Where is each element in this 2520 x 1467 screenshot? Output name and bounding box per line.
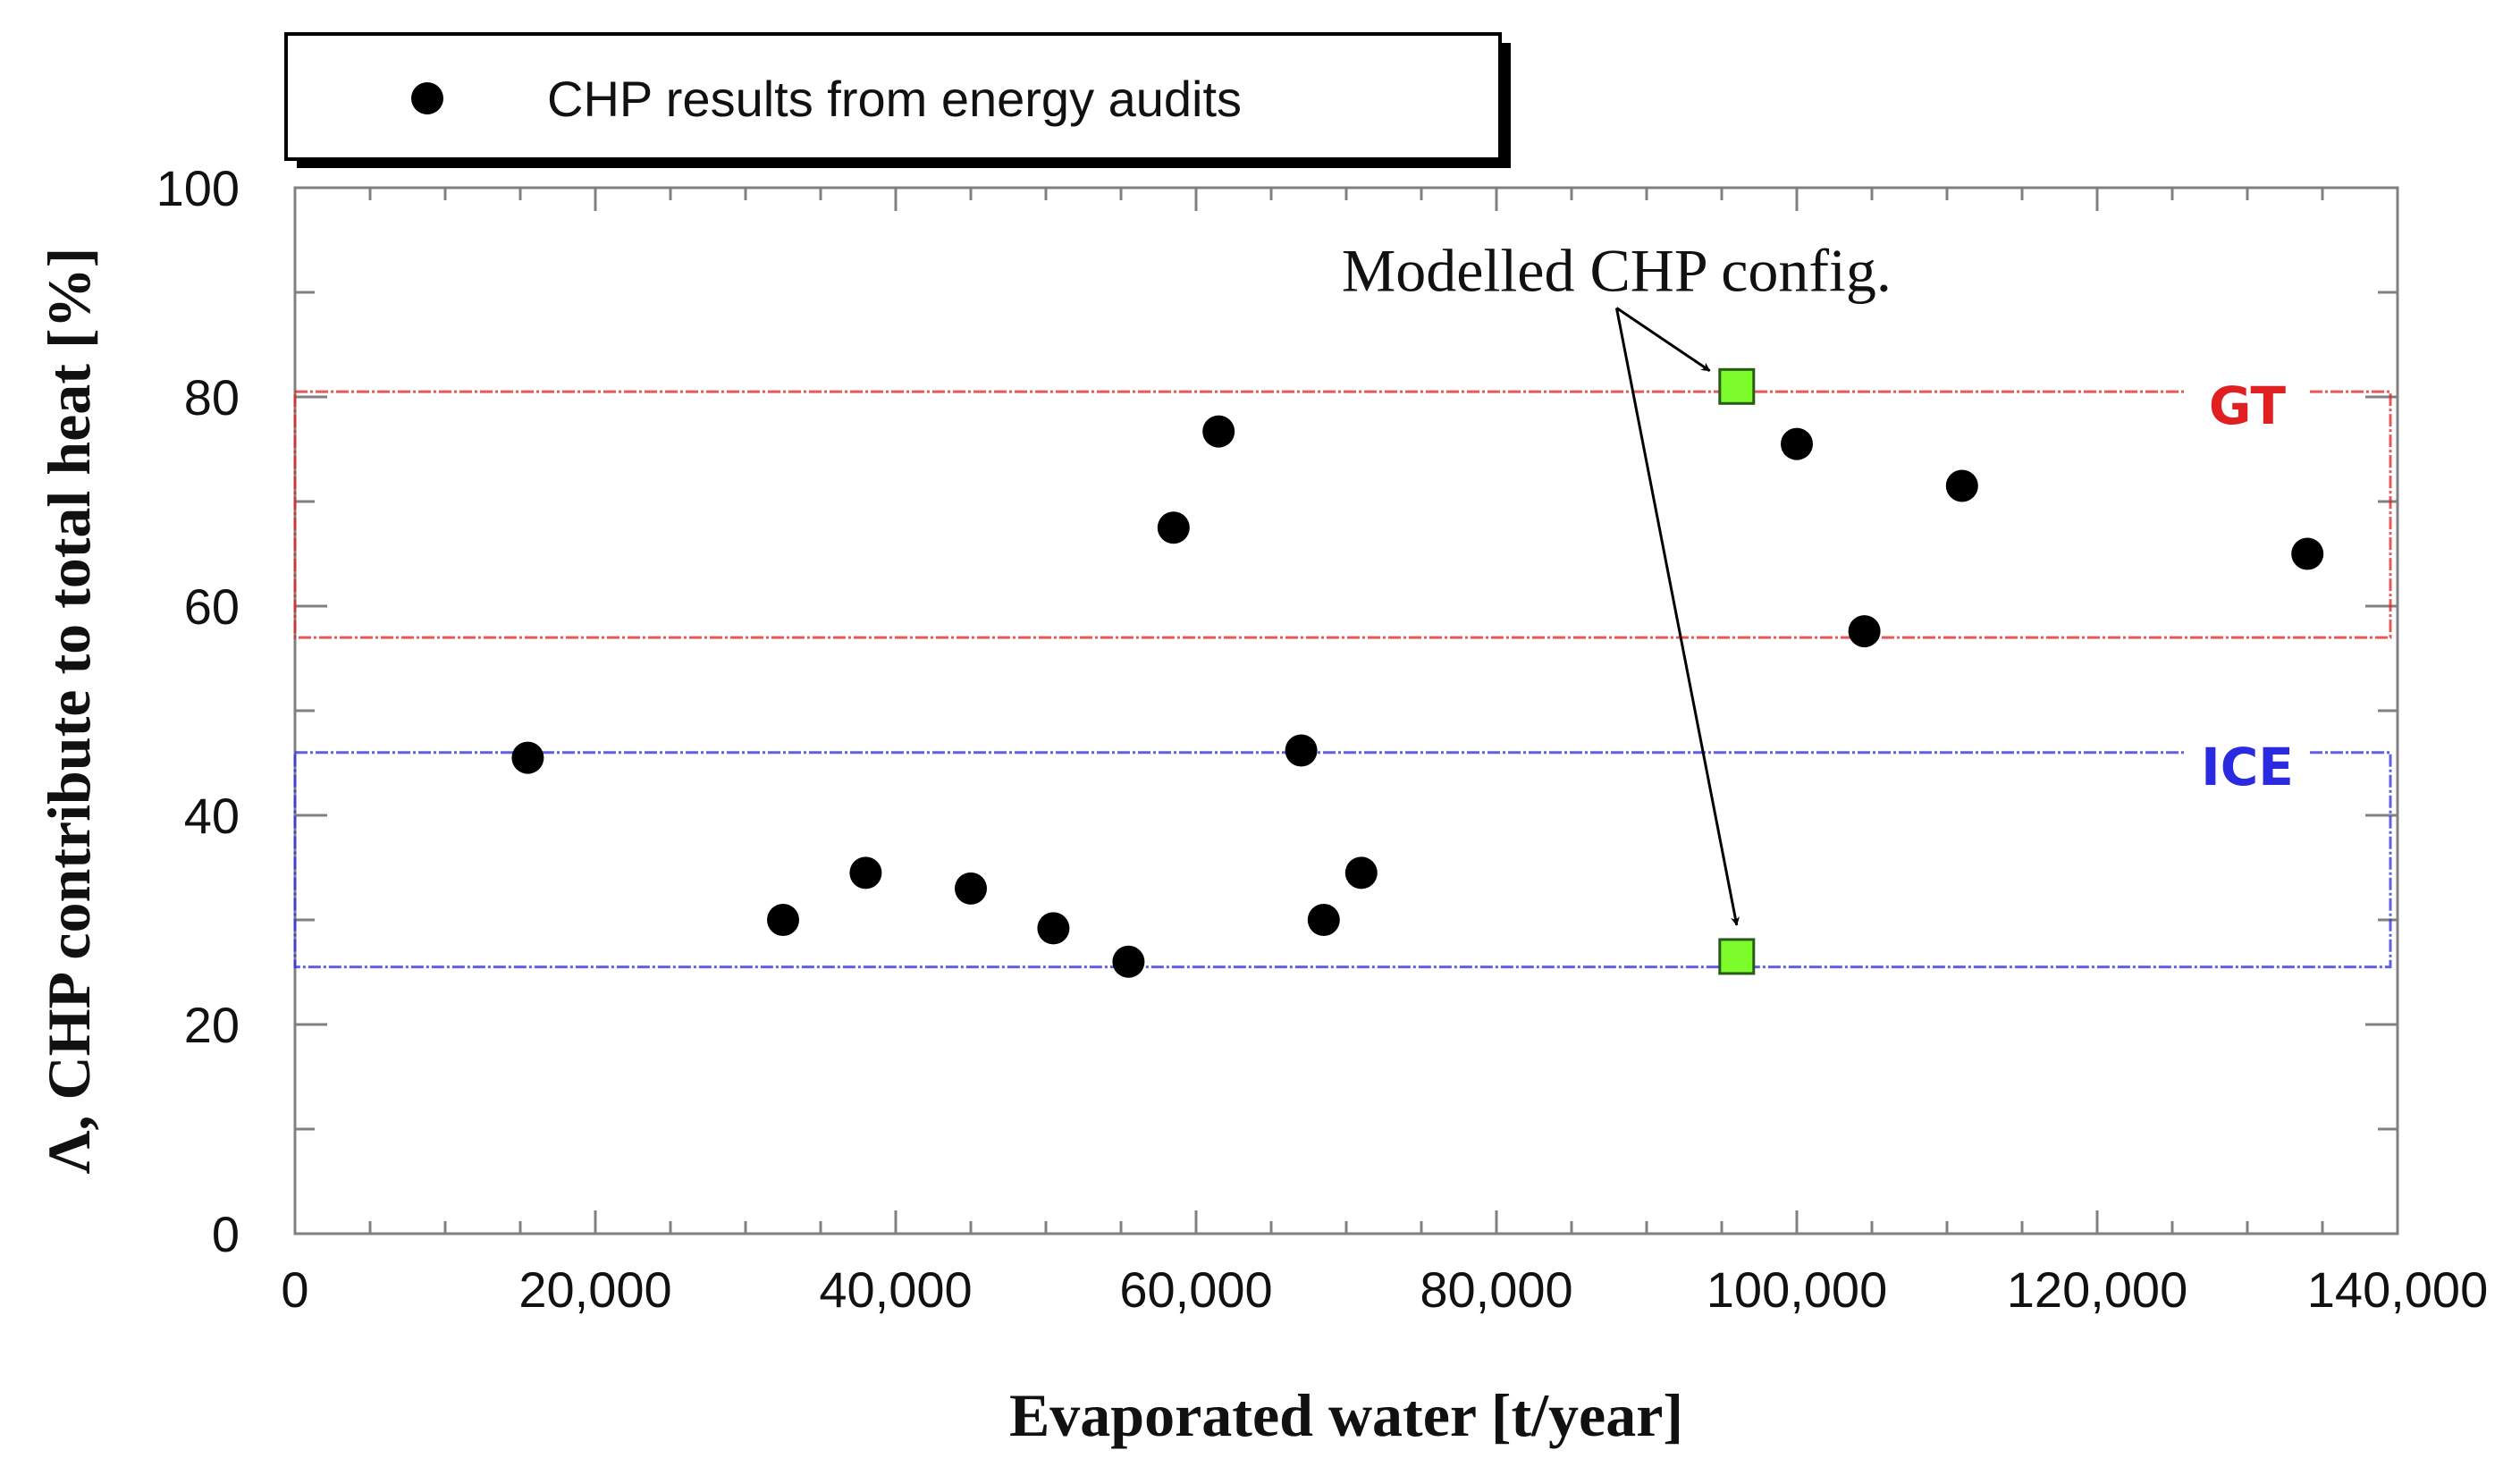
y-tick-label: 60	[184, 578, 240, 635]
legend-marker-circle	[411, 82, 443, 114]
audit-point	[1344, 856, 1378, 889]
legend-box	[284, 32, 1502, 161]
band-label-bg-ice	[2187, 738, 2308, 796]
y-tick-label: 40	[184, 788, 240, 844]
data-points	[511, 367, 2324, 978]
x-tick-label: 40,000	[819, 1261, 972, 1318]
band-label-ice: ICE	[2201, 737, 2294, 797]
x-tick-label: 80,000	[1420, 1261, 1572, 1318]
annotation: Modelled CHP config.	[1342, 237, 1892, 926]
audit-point	[1307, 904, 1340, 936]
audit-point	[1945, 469, 1978, 502]
audit-point	[1037, 912, 1070, 945]
modelled-point	[1718, 367, 1756, 405]
plot-area	[293, 186, 2399, 1235]
y-tick-label: 100	[156, 160, 240, 216]
audit-point	[1157, 511, 1190, 544]
range-bands: GT ICE	[293, 375, 2392, 969]
annotation-arrow	[1614, 308, 1740, 926]
x-tick-label: 0	[281, 1261, 308, 1318]
x-tick-label: 100,000	[1707, 1261, 1887, 1318]
x-tick-label: 140,000	[2307, 1261, 2488, 1318]
band-label-bg-gt	[2187, 377, 2308, 435]
audit-point	[511, 741, 544, 774]
axis-ticks	[293, 186, 2399, 1235]
y-tick-labels: 0 20 40 60 80 100	[156, 160, 240, 1262]
audit-point	[767, 904, 799, 936]
audit-point	[1285, 734, 1318, 767]
y-axis-title: Λ, CHP contribute to total heat [%]	[35, 248, 103, 1174]
band-label-gt: GT	[2209, 375, 2287, 436]
audit-point	[1848, 615, 1881, 648]
audit-point	[955, 872, 987, 905]
audit-point	[1112, 945, 1145, 978]
y-tick-label: 0	[212, 1206, 240, 1262]
y-tick-label: 80	[184, 369, 240, 426]
modelled-point	[1718, 938, 1756, 975]
y-tick-label: 20	[184, 997, 240, 1053]
audit-point	[1202, 415, 1235, 448]
band-ice	[293, 751, 2392, 969]
annotation-label: Modelled CHP config.	[1342, 237, 1892, 305]
x-tick-label: 20,000	[518, 1261, 671, 1318]
audit-point	[1781, 427, 1813, 460]
x-tick-label: 60,000	[1119, 1261, 1272, 1318]
legend: CHP results from energy audits	[284, 32, 1511, 168]
legend-label: CHP results from energy audits	[547, 71, 1242, 127]
x-tick-labels: 0 20,000 40,000 60,000 80,000 100,000 120,000 1…	[281, 1261, 2488, 1318]
x-axis-title: Evaporated water [t/year]	[1009, 1381, 1683, 1449]
annotation-arrow	[1615, 307, 1711, 372]
x-tick-label: 120,000	[2007, 1261, 2187, 1318]
audit-point	[849, 856, 882, 889]
audit-point	[2291, 537, 2324, 570]
band-gt	[293, 390, 2392, 639]
